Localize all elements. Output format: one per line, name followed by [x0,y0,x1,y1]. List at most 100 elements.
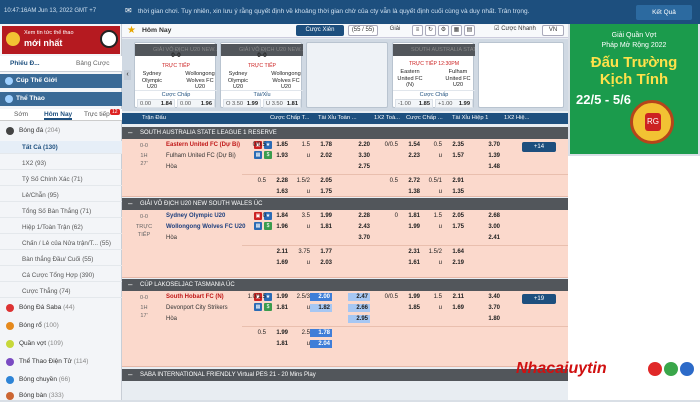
league-header[interactable]: – CÚP LAKOSELJAC TASMANIA ÚC [122,279,568,291]
refresh-icon[interactable]: ↻ [425,25,436,36]
ou-odd[interactable]: 1.81 [320,224,332,230]
x12-odd[interactable]: 2.28 [358,213,370,219]
roland-garros-ad[interactable]: Giải Quần Vợt Pháp Mở Rộng 2022 Đấu Trườ… [570,24,698,154]
sport-basketball[interactable]: Bóng rổ (100) [0,319,122,332]
football-filter-half-odd-even[interactable]: Chấn / Lẻ của Nửa trận/T... (55) [0,237,122,250]
x12-odd[interactable]: 3.70 [358,235,370,241]
ou-odd[interactable]: 2.04 [310,340,332,348]
h1-hdp-odd[interactable]: 1.85 [408,305,420,311]
ou-odd[interactable]: 2.02 [320,153,332,159]
hdp-odd[interactable]: 1.99 [276,294,288,300]
h1-ou-odd[interactable]: 2.91 [452,178,464,184]
football-filter-total-goals[interactable]: Tổng Số Bàn Thắng (71) [0,205,122,218]
live-tv-icon[interactable]: ▣ [254,212,262,220]
quick-bet-toggle[interactable]: ☑ Cược Nhanh [490,25,540,36]
carousel-prev-icon[interactable]: ‹ [124,70,131,80]
hdp-odd[interactable]: 1.63 [276,189,288,195]
hdp-odd[interactable]: 1.81 [276,341,288,347]
hdp-odd[interactable]: 1.85 [276,142,288,148]
favorite-star-icon[interactable]: ★ [127,25,136,36]
ou-odd[interactable]: 1.82 [310,304,332,312]
featured-card[interactable]: GIẢI VÔ ĐỊCH U20 NEW... 0-0 TRỰC TIẾP Sy… [134,42,217,108]
h1-hdp-odd[interactable]: 1.99 [408,224,420,230]
sport-table-tennis[interactable]: Bóng bàn (333) [0,389,122,402]
football-filter-correct-score[interactable]: Tỷ Số Chính Xác (71) [0,173,122,186]
live-tv-icon[interactable]: ▣ [254,141,262,149]
hdp-odd[interactable]: 1.93 [276,153,288,159]
h1-hdp-odd[interactable]: 1.54 [408,142,420,148]
hdp-odd[interactable]: 1.81 [276,305,288,311]
h1-hdp-odd[interactable]: 2.72 [408,178,420,184]
favorite-icon[interactable]: ★ [264,212,272,220]
x12-odd[interactable]: 3.30 [358,153,370,159]
x12-odd[interactable]: 2.43 [358,224,370,230]
football-filter-mix-parlay[interactable]: Cá Cược Tổng Hợp (390) [0,269,122,282]
card-odd-home[interactable]: 0.00 1.84 [137,99,175,108]
ou-odd[interactable]: 1.78 [320,142,332,148]
ou-odd[interactable]: 2.03 [320,260,332,266]
hdp-odd[interactable]: 1.84 [276,213,288,219]
card-odd-home[interactable]: -1.00 1.85 [395,99,433,108]
live-tv-icon[interactable]: ▣ [254,293,262,301]
sort-by-league[interactable]: Giải [380,25,410,36]
more-markets-button[interactable]: +14 [522,142,556,152]
list-view-icon[interactable]: ≡ [412,25,423,36]
h1-ou-odd[interactable]: 1.35 [452,189,464,195]
h1-ou-odd[interactable]: 1.64 [452,249,464,255]
hdp-odd[interactable]: 2.28 [276,178,288,184]
card-odd-over[interactable]: O 3.50 1.99 [223,99,261,108]
sport-tennis[interactable]: Quần vợt (109) [0,337,122,350]
ou-odd[interactable]: 1.99 [320,213,332,219]
h1-ou-odd[interactable]: 1.69 [452,305,464,311]
x12-odd[interactable]: 2.95 [348,315,370,323]
result-button[interactable]: Kết Quả [636,5,692,20]
x12-odd[interactable]: 2.66 [348,304,370,312]
hdp-odd[interactable]: 2.11 [276,249,288,255]
card-odd-under[interactable]: U 3.50 1.81 [263,99,301,108]
cashout-icon[interactable]: $ [264,151,272,159]
x12-odd[interactable]: 2.47 [348,293,370,301]
h1-ou-odd[interactable]: 2.11 [452,294,464,300]
x12-odd[interactable]: 2.75 [358,164,370,170]
football-filter-odd-even[interactable]: Lẻ/Chẵn (95) [0,189,122,202]
league-header[interactable]: – SOUTH AUSTRALIA STATE LEAGUE 1 RESERVE [122,127,568,139]
tab-bet-slip[interactable]: Phiếu Đ... [10,60,40,67]
stats-icon[interactable]: ▦ [254,151,262,159]
football-filter-outright[interactable]: Cược Thẳng (74) [0,285,122,298]
card-odd-away[interactable]: 0.00 1.96 [177,99,215,108]
sport-football[interactable]: Bóng đá (204) [0,124,122,137]
tab-today[interactable]: Hôm Nay [44,111,73,120]
ou-odd[interactable]: 1.77 [320,249,332,255]
ou-odd[interactable]: 1.78 [310,329,332,337]
h1-x12-odd[interactable]: 2.41 [488,235,500,241]
h1-hdp-odd[interactable]: 2.31 [408,249,420,255]
ou-odd[interactable]: 2.05 [320,178,332,184]
featured-card[interactable]: SOUTH AUSTRALIA STATE... TRỰC TIẾP 12:30… [392,42,475,108]
football-filter-1x2[interactable]: 1X2 (93) [0,157,122,170]
ou-odd[interactable]: 2.00 [310,293,332,301]
sport-volleyball[interactable]: Bóng chuyền (66) [0,373,122,386]
h1-x12-odd[interactable]: 1.48 [488,164,500,170]
stats-icon[interactable]: ▦ [254,222,262,230]
section-sports[interactable]: Thể Thao [0,92,122,106]
h1-hdp-odd[interactable]: 1.38 [408,189,420,195]
language-select[interactable]: VN [542,25,564,36]
h1-ou-odd[interactable]: 1.75 [452,224,464,230]
featured-card[interactable]: GIẢI VÔ ĐỊCH U20 NEW... 0-0 TRỰC TIẾP Sy… [220,42,303,108]
favorite-icon[interactable]: ★ [264,293,272,301]
tab-bet-list[interactable]: Bảng Cược [76,60,110,67]
h1-x12-odd[interactable]: 3.70 [488,305,500,311]
h1-hdp-odd[interactable]: 1.81 [408,213,420,219]
h1-ou-odd[interactable]: 2.19 [452,260,464,266]
card-odd-away[interactable]: +1.00 1.99 [435,99,473,108]
h1-ou-odd[interactable]: 2.05 [452,213,464,219]
grid-view-icon[interactable]: ▦ [451,25,462,36]
stats-icon[interactable]: ▤ [464,25,475,36]
more-markets-button[interactable]: +19 [522,294,556,304]
football-filter-first-last-goal[interactable]: Bàn thắng Đầu/ Cuối (55) [0,253,122,266]
h1-x12-odd[interactable]: 2.68 [488,213,500,219]
football-filter-ht-ft[interactable]: Hiệp 1/Toàn Trận (62) [0,221,122,234]
hdp-odd[interactable]: 1.69 [276,260,288,266]
football-filter-all[interactable]: Tất Cả (130) [0,141,122,154]
sport-saba-football[interactable]: Bóng Đá Saba (44) [0,301,122,314]
